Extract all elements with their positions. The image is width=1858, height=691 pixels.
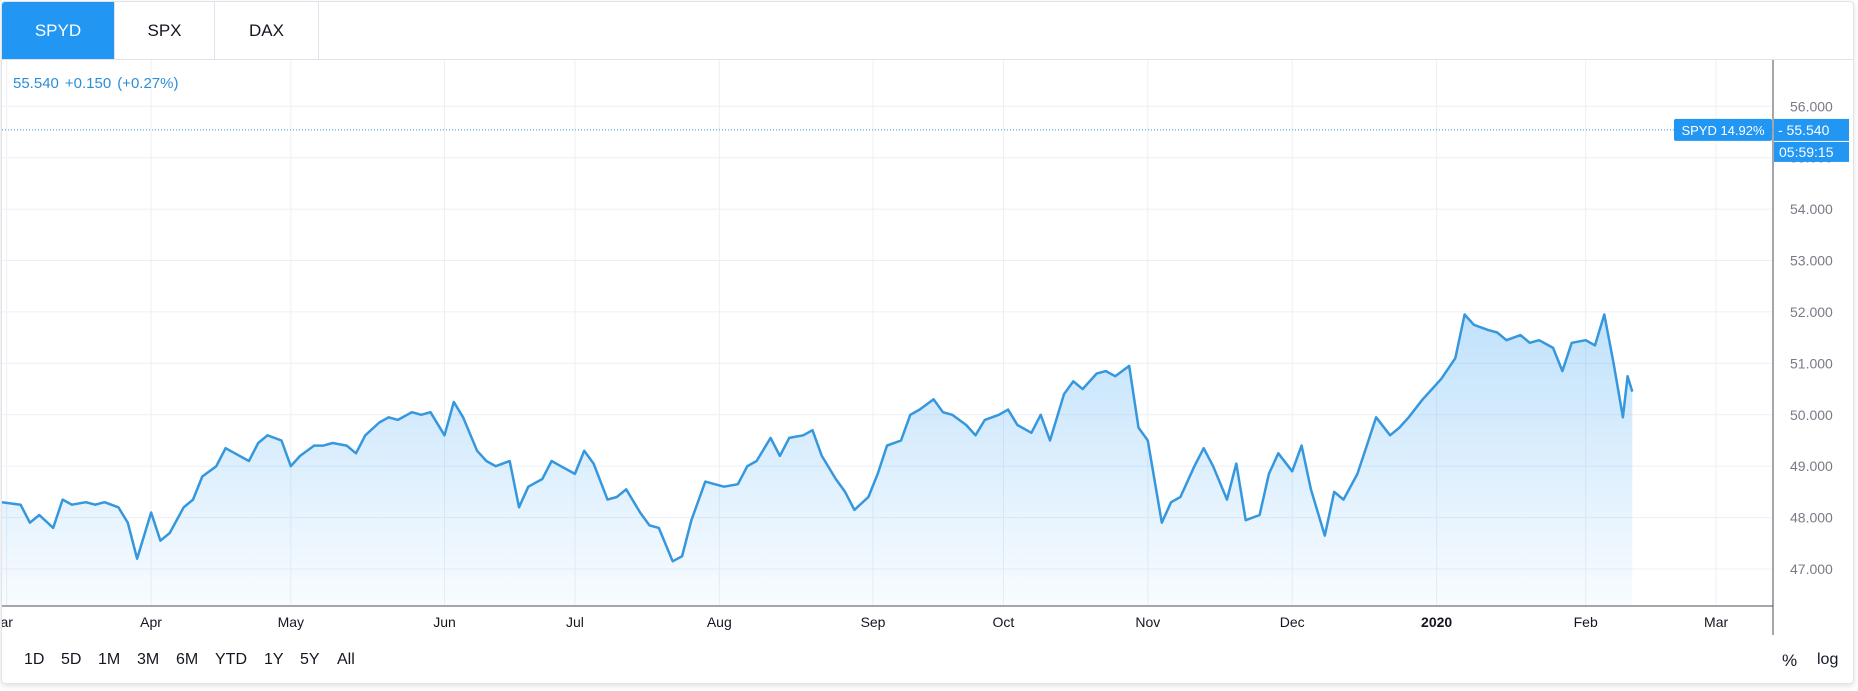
countdown-bg (1774, 141, 1849, 162)
price-label-bg (1774, 118, 1849, 141)
countdown-text: 05:59:15 (1779, 144, 1834, 160)
range-6m-button[interactable]: 6M (176, 651, 199, 668)
tab-dax[interactable]: DAX (215, 2, 319, 59)
price-chart[interactable]: 47.000 48.000 49.000 50.000 51.000 52.000 53.0… (2, 2, 1854, 635)
symbol-label-text: SPYD 14.92% (1681, 123, 1765, 138)
x-tick-label: Nov (1135, 614, 1160, 630)
series-area (2, 314, 1633, 605)
y-tick-label: 54.000 (1790, 201, 1833, 217)
percent-scale-button[interactable]: % (1782, 651, 1798, 670)
x-tick-label: Aug (707, 614, 732, 630)
tabs-divider (2, 59, 1853, 60)
legend-change: +0.150 (64, 75, 112, 92)
range-all-button[interactable]: All (337, 651, 355, 668)
x-tick-label: Dec (1280, 614, 1305, 630)
range-3m-button[interactable]: 3M (137, 651, 160, 668)
range-ytd-button[interactable]: YTD (215, 651, 247, 668)
x-tick-label: ar (2, 614, 13, 630)
x-tick-label: May (278, 614, 304, 630)
y-tick-label: 47.000 (1790, 561, 1833, 577)
tab-spx[interactable]: SPX (115, 2, 215, 59)
x-tick-label: Feb (1574, 614, 1598, 630)
symbol-label-bg (1674, 118, 1772, 141)
y-tick-label: 50.000 (1790, 407, 1833, 423)
y-tick-label: 56.000 (1790, 98, 1833, 114)
legend-change-pct: (+0.27%) (117, 75, 179, 92)
range-1d-button[interactable]: 1D (24, 651, 45, 668)
x-tick-label: Jul (566, 614, 584, 630)
x-tick-label: Mar (1704, 614, 1728, 630)
range-1y-button[interactable]: 1Y (264, 651, 284, 668)
y-tick-label: 49.000 (1790, 458, 1833, 474)
x-tick-label: Sep (861, 614, 886, 630)
price-label-text: - 55.540 (1778, 122, 1830, 138)
bottom-toolbar: 1D 5D 1M 3M 6M YTD 1Y 5Y All % log (2, 635, 1853, 683)
symbol-tabs: SPYD SPX DAX (2, 2, 319, 59)
range-1m-button[interactable]: 1M (98, 651, 121, 668)
log-scale-button[interactable]: log (1817, 651, 1839, 668)
x-tick-label: Apr (140, 614, 162, 630)
range-5y-button[interactable]: 5Y (300, 651, 320, 668)
y-tick-label: 52.000 (1790, 304, 1833, 320)
range-5d-button[interactable]: 5D (61, 651, 82, 668)
y-tick-label: 48.000 (1790, 510, 1833, 526)
price-legend: 55.540 +0.150 (+0.27%) (13, 75, 184, 92)
x-tick-label: Oct (993, 614, 1015, 630)
series-line (2, 313, 1634, 563)
legend-price: 55.540 (13, 75, 59, 92)
tab-spyd[interactable]: SPYD (2, 2, 115, 59)
y-tick-label: 51.000 (1790, 355, 1833, 371)
x-tick-label: 2020 (1421, 614, 1452, 630)
x-tick-label: Jun (433, 614, 456, 630)
y-tick-label: 53.000 (1790, 253, 1833, 269)
last-price-tag: SPYD 14.92% - 55.540 05:59:15 (1674, 118, 1849, 162)
